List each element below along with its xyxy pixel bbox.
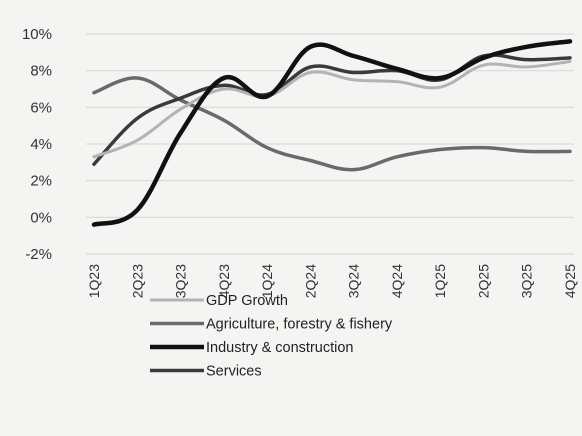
- x-tick-label: 3Q23: [173, 264, 189, 298]
- y-tick-label: 6%: [30, 99, 52, 116]
- y-tick-label: 0%: [30, 209, 52, 226]
- x-tick-label: 3Q25: [519, 264, 535, 298]
- legend-label: Agriculture, forestry & fishery: [206, 317, 393, 333]
- x-tick-label: 1Q24: [259, 264, 275, 298]
- x-tick-label: 4Q24: [389, 264, 405, 298]
- y-axis-ticks: 10% 8% 6% 4% 2% 0% -2%: [22, 26, 52, 263]
- x-tick-label: 4Q23: [216, 264, 232, 298]
- y-tick-label: 8%: [30, 63, 52, 80]
- legend-label: Industry & construction: [206, 340, 354, 356]
- grid-layer: [86, 33, 574, 255]
- x-axis-ticks: 1Q23 2Q23 3Q23 4Q23 1Q24 2Q24 3Q24 4Q24 1Q25 2Q25…: [86, 264, 578, 298]
- series-line-2: [91, 39, 573, 227]
- x-tick-label: 2Q23: [129, 264, 145, 298]
- x-tick-label: 4Q25: [562, 264, 578, 298]
- y-tick-label: 4%: [30, 136, 52, 153]
- x-tick-label: 2Q24: [302, 264, 318, 298]
- y-tick-label: -2%: [25, 246, 52, 263]
- x-tick-label: 1Q25: [432, 264, 448, 298]
- series-layer: [91, 39, 573, 227]
- legend-label: Services: [206, 364, 262, 380]
- series-line-0: [92, 60, 572, 159]
- y-tick-label: 2%: [30, 173, 52, 190]
- x-tick-label: 2Q25: [475, 264, 491, 298]
- legend-label: GDP Growth: [206, 293, 288, 309]
- y-tick-label: 10%: [22, 26, 52, 43]
- x-tick-label: 3Q24: [346, 264, 362, 298]
- x-tick-label: 1Q23: [86, 264, 102, 298]
- legend: GDP Growth Agriculture, forestry & fisher…: [150, 293, 393, 380]
